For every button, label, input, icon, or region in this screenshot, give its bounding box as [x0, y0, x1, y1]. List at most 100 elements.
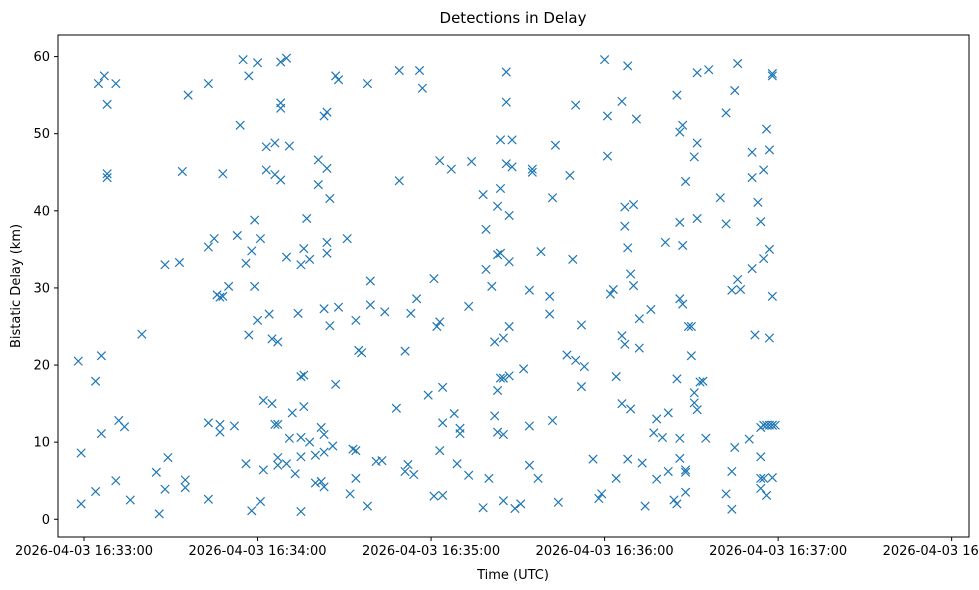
data-point [296, 452, 306, 462]
data-point [284, 433, 294, 443]
data-point [756, 452, 766, 462]
data-point [611, 371, 621, 382]
data-point [432, 321, 442, 332]
x-tick-label: 2026-04-03 16:36:00 [536, 544, 674, 559]
data-point [484, 473, 494, 484]
data-point [400, 466, 410, 477]
data-point [680, 176, 691, 187]
data-point [588, 454, 598, 464]
data-point [608, 284, 618, 295]
data-point [331, 71, 341, 81]
data-point [490, 411, 500, 421]
data-point [675, 453, 685, 463]
data-point [701, 433, 711, 443]
data-point [76, 499, 86, 509]
data-point [698, 376, 708, 386]
data-point [400, 346, 410, 356]
data-point [429, 491, 439, 501]
data-point [623, 454, 633, 464]
data-point [498, 373, 509, 383]
data-point [235, 120, 245, 130]
data-point [646, 304, 656, 315]
data-point [180, 475, 190, 485]
data-point [73, 356, 83, 366]
data-point [527, 164, 537, 174]
x-axis-label: Time (UTC) [476, 568, 549, 583]
data-point [492, 201, 503, 211]
data-point [727, 466, 737, 477]
data-point [342, 233, 352, 244]
data-point [689, 152, 699, 162]
data-point [99, 71, 109, 81]
data-point [247, 506, 257, 516]
data-point [675, 433, 685, 443]
data-point [435, 446, 445, 456]
data-point [550, 140, 561, 150]
data-point [391, 403, 401, 413]
data-point [276, 175, 286, 185]
data-point [218, 169, 228, 179]
data-point [504, 371, 514, 381]
data-point [756, 483, 766, 494]
data-point [250, 215, 260, 225]
data-point [203, 78, 214, 89]
data-point [678, 120, 688, 130]
data-point [174, 257, 185, 268]
marker-layer [73, 53, 780, 519]
plot-area [58, 35, 969, 537]
data-point [345, 489, 355, 499]
data-point [333, 302, 344, 312]
data-point [649, 428, 659, 438]
chart-title: Detections in Delay [440, 9, 587, 27]
data-point [296, 506, 306, 517]
data-point [498, 429, 509, 440]
data-point [524, 421, 535, 431]
data-point [686, 321, 696, 332]
data-point [759, 254, 769, 264]
data-point [756, 473, 766, 484]
data-point [449, 408, 459, 419]
data-point [435, 317, 445, 327]
data-point [492, 427, 503, 437]
data-point [351, 473, 361, 484]
data-point [423, 390, 433, 400]
data-point [261, 165, 271, 175]
data-point [576, 320, 587, 330]
x-tick-label: 2026-04-03 16:34:00 [189, 544, 327, 559]
data-point [316, 422, 326, 433]
data-point [438, 382, 448, 393]
data-point [241, 258, 251, 268]
data-point [767, 68, 777, 79]
data-point [281, 53, 292, 63]
data-point [348, 444, 358, 454]
data-point [637, 458, 647, 468]
data-point [692, 68, 702, 78]
data-point [96, 351, 107, 361]
data-point [313, 179, 323, 190]
data-point [296, 260, 306, 270]
data-point [304, 254, 315, 265]
data-point [446, 164, 456, 174]
data-point [692, 138, 702, 148]
data-point [623, 61, 633, 71]
data-point [678, 240, 688, 251]
data-point [273, 337, 283, 347]
data-point [319, 304, 329, 314]
data-point [669, 495, 679, 505]
data-point [518, 364, 529, 374]
data-point [102, 99, 112, 110]
data-point [258, 395, 268, 406]
data-point [487, 281, 497, 292]
data-point [672, 374, 682, 384]
data-point [180, 483, 190, 493]
data-point [90, 486, 101, 497]
data-point [678, 299, 688, 309]
data-point [377, 456, 387, 466]
data-point [686, 351, 696, 361]
y-tick-label: 50 [33, 127, 50, 142]
data-point [270, 138, 280, 148]
data-point [325, 193, 335, 204]
data-point [267, 398, 277, 409]
data-point [767, 291, 777, 302]
data-point [597, 489, 607, 499]
